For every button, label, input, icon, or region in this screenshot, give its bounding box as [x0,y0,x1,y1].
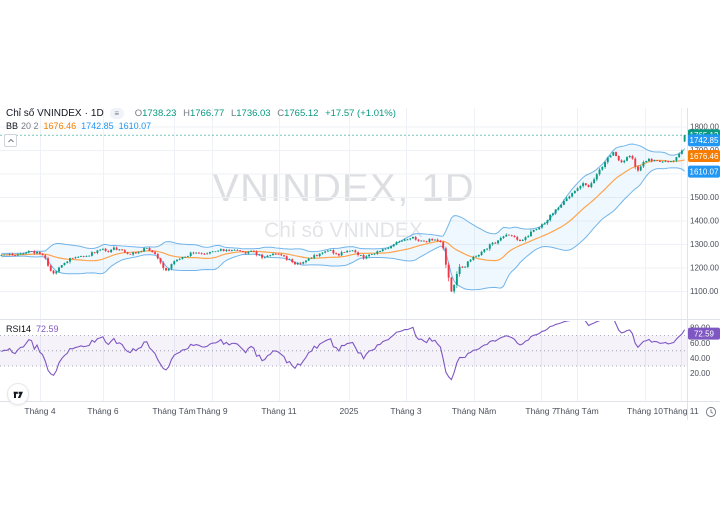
open-label: O [134,108,143,119]
symbol-status-line[interactable]: Chỉ số VNINDEX · 1D ≡ O1738.23 H1766.77 … [6,108,396,119]
price-badge: 72.59 [688,327,720,340]
svg-text:60.00: 60.00 [690,339,711,348]
svg-text:Tháng 9: Tháng 9 [196,406,227,416]
low-value: 1736.03 [236,108,271,119]
ohlc-values: O1738.23 H1766.77 L1736.03 C1765.12 +17.… [131,108,396,119]
close-label: C [277,108,285,119]
bb-indicator-legend[interactable]: BB 20 2 1676.46 1742.85 1610.07 [6,121,151,131]
bb-basis-value: 1676.46 [43,121,77,131]
svg-text:72.59: 72.59 [694,329,715,338]
symbol-name[interactable]: Chỉ số VNINDEX [6,108,82,119]
svg-text:1742.85: 1742.85 [690,136,719,145]
svg-text:1676.46: 1676.46 [690,152,719,161]
low-label: L [230,108,237,119]
price-axis[interactable]: 1800.001700.001600.001500.001400.001300.… [690,123,719,297]
svg-text:Tháng 11: Tháng 11 [663,406,699,416]
time-axis-settings-icon[interactable] [704,405,717,418]
rsi-indicator [0,321,687,381]
change-value: +17.57 (+1.01%) [325,108,396,119]
svg-text:1800.00: 1800.00 [690,123,719,132]
high-label: H [183,108,190,119]
rsi-value: 72.59 [36,324,59,334]
clock-icon [705,406,716,417]
svg-text:Tháng 3: Tháng 3 [390,406,421,416]
price-badge: 1610.07 [688,165,720,178]
svg-text:Tháng 11: Tháng 11 [261,406,297,416]
svg-text:20.00: 20.00 [690,369,711,378]
time-axis[interactable]: Tháng 4 Tháng 6 Tháng Tám Tháng 9 Tháng 11 20… [24,406,699,416]
rsi-indicator-legend[interactable]: RSI 14 72.59 [6,324,59,334]
svg-text:1100.00: 1100.00 [690,287,719,296]
bb-lower-value: 1610.07 [118,121,152,131]
status-line-menu-icon[interactable]: ≡ [109,108,124,119]
svg-text:1500.00: 1500.00 [690,193,719,202]
svg-text:40.00: 40.00 [690,354,711,363]
svg-text:Tháng Năm: Tháng Năm [452,406,496,416]
tradingview-logo-icon [13,391,23,398]
svg-text:Tháng Tám: Tháng Tám [152,406,195,416]
bb-upper-value: 1742.85 [81,121,114,131]
price-badge: 1676.46 [688,150,720,162]
svg-text:1610.07: 1610.07 [690,167,719,176]
rsi-params: 14 [21,324,32,334]
svg-text:1200.00: 1200.00 [690,264,719,273]
chevron-up-icon [7,138,14,142]
open-value: 1738.23 [142,108,177,119]
svg-text:Tháng Tám: Tháng Tám [555,406,598,416]
svg-text:Tháng 4: Tháng 4 [24,406,55,416]
symbol-interval[interactable]: 1D [90,108,104,119]
svg-text:Tháng 10: Tháng 10 [627,406,663,416]
high-value: 1766.77 [189,108,225,119]
price-badge: 1742.85 [688,134,720,147]
tradingview-logo[interactable] [7,383,29,405]
svg-text:Tháng 6: Tháng 6 [87,406,118,416]
legend-collapse-button[interactable] [4,134,17,147]
svg-text:1300.00: 1300.00 [690,240,719,249]
candlestick-series [0,134,686,294]
svg-text:2025: 2025 [340,406,359,416]
svg-text:Tháng 7: Tháng 7 [525,406,556,416]
rsi-name[interactable]: RSI [6,324,22,334]
bb-params: 20 2 [21,121,39,131]
bollinger-band [1,143,686,291]
close-value: 1765.12 [284,108,319,119]
pane-separators [0,108,720,420]
status-separator: · [84,108,88,119]
bb-name[interactable]: BB [6,121,19,131]
svg-text:1400.00: 1400.00 [690,217,719,226]
